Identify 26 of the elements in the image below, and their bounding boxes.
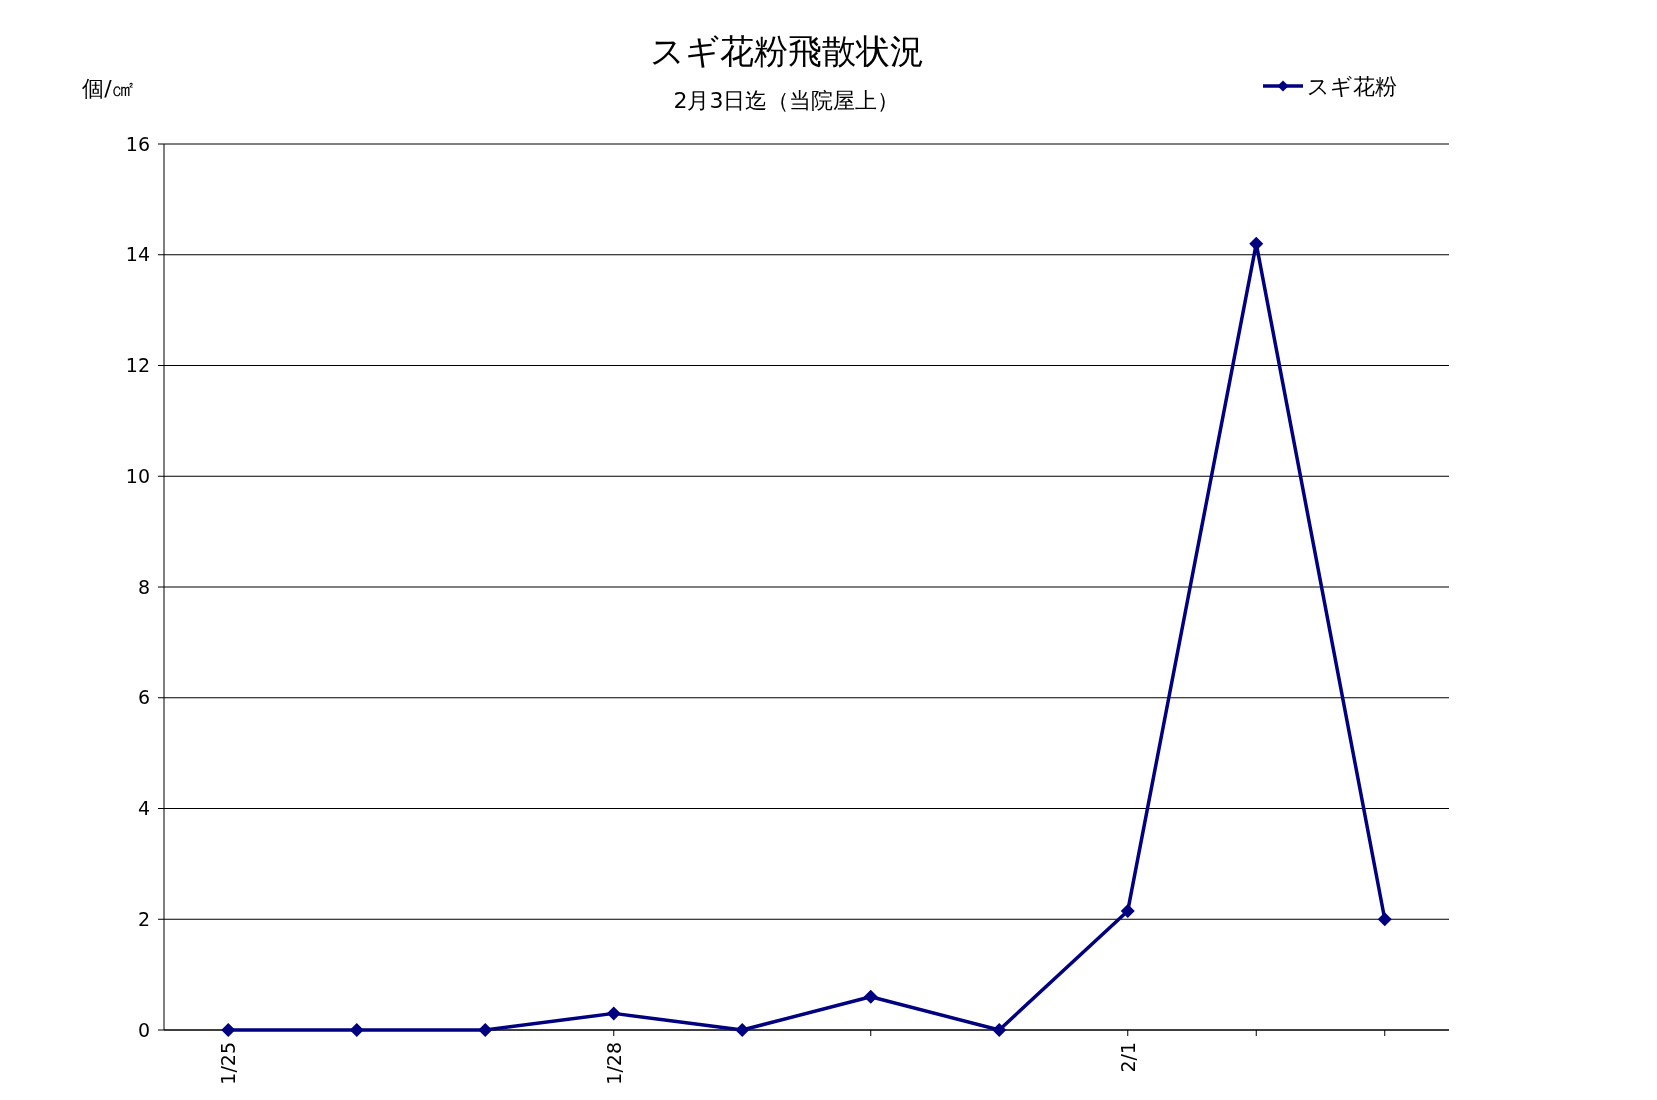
- y-tick-label: 6: [137, 686, 150, 709]
- point: [992, 1023, 1007, 1037]
- x-tick-label: 1/28: [602, 1042, 625, 1085]
- chart-subtitle: 2月3日迄（当院屋上）: [673, 88, 900, 113]
- y-tick-label: 12: [125, 354, 150, 377]
- y-tick-label: 0: [137, 1018, 150, 1041]
- x-tick-label: 1/25: [217, 1042, 240, 1085]
- point: [221, 1023, 236, 1037]
- x-tick-label: 2/1: [1116, 1042, 1139, 1073]
- point: [349, 1023, 364, 1037]
- y-axis-title: 個/㎠: [82, 76, 134, 101]
- point: [478, 1023, 493, 1037]
- point: [1120, 903, 1135, 918]
- point: [1377, 912, 1392, 927]
- point: [735, 1023, 750, 1037]
- chart-title: スギ花粉飛散状況: [649, 31, 924, 71]
- y-tick-label: 14: [125, 243, 150, 266]
- y-tick-label: 16: [125, 132, 150, 155]
- point: [863, 989, 878, 1004]
- point: [606, 1006, 621, 1021]
- y-tick-label: 10: [125, 464, 150, 487]
- y-tick-label: 4: [137, 797, 150, 820]
- point: [1249, 236, 1264, 251]
- y-tick-label: 8: [137, 575, 150, 598]
- y-tick-label: 2: [137, 907, 150, 930]
- legend-label: スギ花粉: [1307, 73, 1397, 99]
